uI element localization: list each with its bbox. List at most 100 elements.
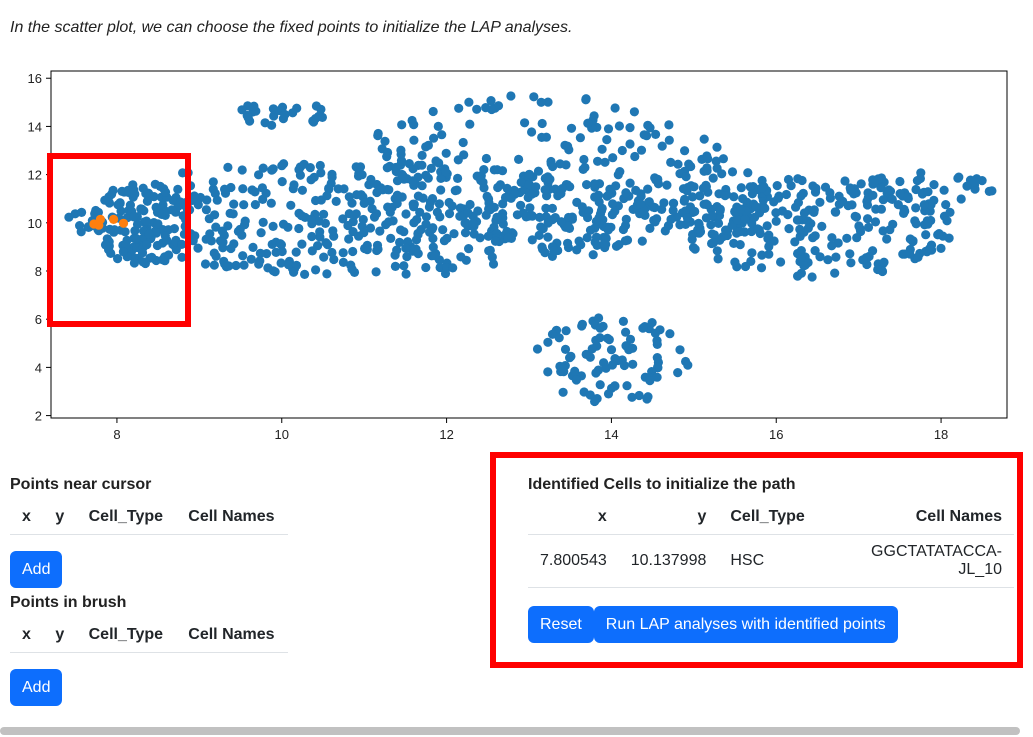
data-point xyxy=(595,323,605,333)
data-point xyxy=(311,265,321,275)
data-point xyxy=(160,231,170,241)
data-point xyxy=(607,210,618,220)
near-cursor-title: Points near cursor xyxy=(10,476,152,493)
data-point xyxy=(591,232,602,242)
data-point xyxy=(675,345,685,355)
data-point xyxy=(398,171,408,181)
scatter-plot[interactable]: 8 10 12 14 16 18 2 4 6 8 10 12 14 16 xyxy=(0,58,1033,450)
data-point xyxy=(441,148,451,158)
table-row[interactable]: 7.800543 10.137998 HSC GGCTATATACCA-JL_1… xyxy=(528,534,1014,588)
y-tick-label: 2 xyxy=(35,409,42,424)
data-point xyxy=(525,203,535,213)
add-in-brush-button[interactable]: Add xyxy=(10,669,63,706)
x-tick-label: 14 xyxy=(604,427,618,442)
data-point xyxy=(167,205,177,215)
data-point xyxy=(434,199,444,209)
data-point xyxy=(588,250,598,260)
data-point xyxy=(268,104,278,114)
run-lap-button[interactable]: Run LAP analyses with identified points xyxy=(593,606,898,643)
data-point xyxy=(255,248,265,258)
data-point xyxy=(453,155,463,165)
data-point xyxy=(771,208,781,218)
data-point xyxy=(465,199,475,210)
data-point xyxy=(175,197,185,207)
scatter-svg[interactable]: 8 10 12 14 16 18 2 4 6 8 10 12 14 16 xyxy=(0,58,1033,450)
data-point xyxy=(291,247,301,257)
identified-header-row: x y Cell_Type Cell Names xyxy=(528,500,1014,535)
data-point xyxy=(177,239,187,249)
x-tick-label: 18 xyxy=(934,427,948,442)
data-point xyxy=(702,200,712,210)
data-point xyxy=(629,107,640,117)
data-point xyxy=(438,225,448,235)
data-point xyxy=(142,240,152,250)
data-point xyxy=(392,198,402,209)
data-point xyxy=(359,228,369,238)
reset-button[interactable]: Reset xyxy=(528,606,594,643)
data-point xyxy=(201,205,211,215)
data-point xyxy=(277,246,287,257)
data-point xyxy=(720,191,730,201)
data-point xyxy=(202,195,212,205)
data-point xyxy=(707,211,717,221)
data-point xyxy=(392,245,402,255)
data-point xyxy=(137,248,148,258)
y-tick-label: 12 xyxy=(28,168,42,183)
data-point xyxy=(118,247,128,257)
data-point xyxy=(690,244,700,254)
data-point xyxy=(268,221,278,231)
data-point xyxy=(621,214,631,224)
data-point xyxy=(384,217,394,227)
data-point xyxy=(276,258,286,268)
data-point xyxy=(827,233,837,243)
data-point xyxy=(399,261,409,271)
data-point xyxy=(487,252,497,262)
data-point xyxy=(811,183,821,193)
data-point xyxy=(815,197,825,207)
data-point xyxy=(878,226,888,236)
data-point xyxy=(827,241,837,251)
data-point xyxy=(977,176,987,186)
data-point xyxy=(315,160,325,171)
data-point xyxy=(911,203,921,213)
in-brush-panel: Points in brush x y Cell_Type Cell Names… xyxy=(10,594,288,706)
data-point xyxy=(433,121,443,131)
data-point xyxy=(585,225,596,235)
data-point xyxy=(151,202,161,212)
data-point xyxy=(534,230,544,240)
data-point xyxy=(147,252,157,262)
data-point xyxy=(541,203,551,213)
data-point xyxy=(664,135,674,145)
data-point xyxy=(610,381,620,391)
data-point xyxy=(637,236,647,246)
data-point xyxy=(527,235,537,245)
data-point xyxy=(120,227,130,237)
data-point xyxy=(464,97,474,107)
data-point xyxy=(666,157,676,167)
add-near-cursor-button[interactable]: Add xyxy=(10,551,63,588)
data-point xyxy=(130,226,140,236)
data-point xyxy=(863,222,874,232)
data-point xyxy=(628,343,638,353)
data-point xyxy=(296,211,307,221)
data-point xyxy=(581,349,591,359)
data-point xyxy=(618,316,629,326)
data-point xyxy=(263,263,273,273)
data-point xyxy=(396,145,406,155)
data-point xyxy=(652,214,662,224)
data-point xyxy=(856,179,866,189)
data-point xyxy=(348,246,358,257)
data-point xyxy=(409,135,419,145)
data-point xyxy=(432,207,442,217)
data-point xyxy=(555,159,565,169)
data-point xyxy=(810,231,820,241)
horizontal-scrollbar[interactable] xyxy=(0,727,1020,735)
data-point xyxy=(537,118,547,129)
data-point xyxy=(421,212,432,222)
data-point xyxy=(830,207,840,217)
data-point xyxy=(448,263,458,273)
data-point xyxy=(328,226,338,236)
data-point xyxy=(614,240,624,250)
data-point xyxy=(708,238,719,248)
data-point xyxy=(970,184,980,194)
